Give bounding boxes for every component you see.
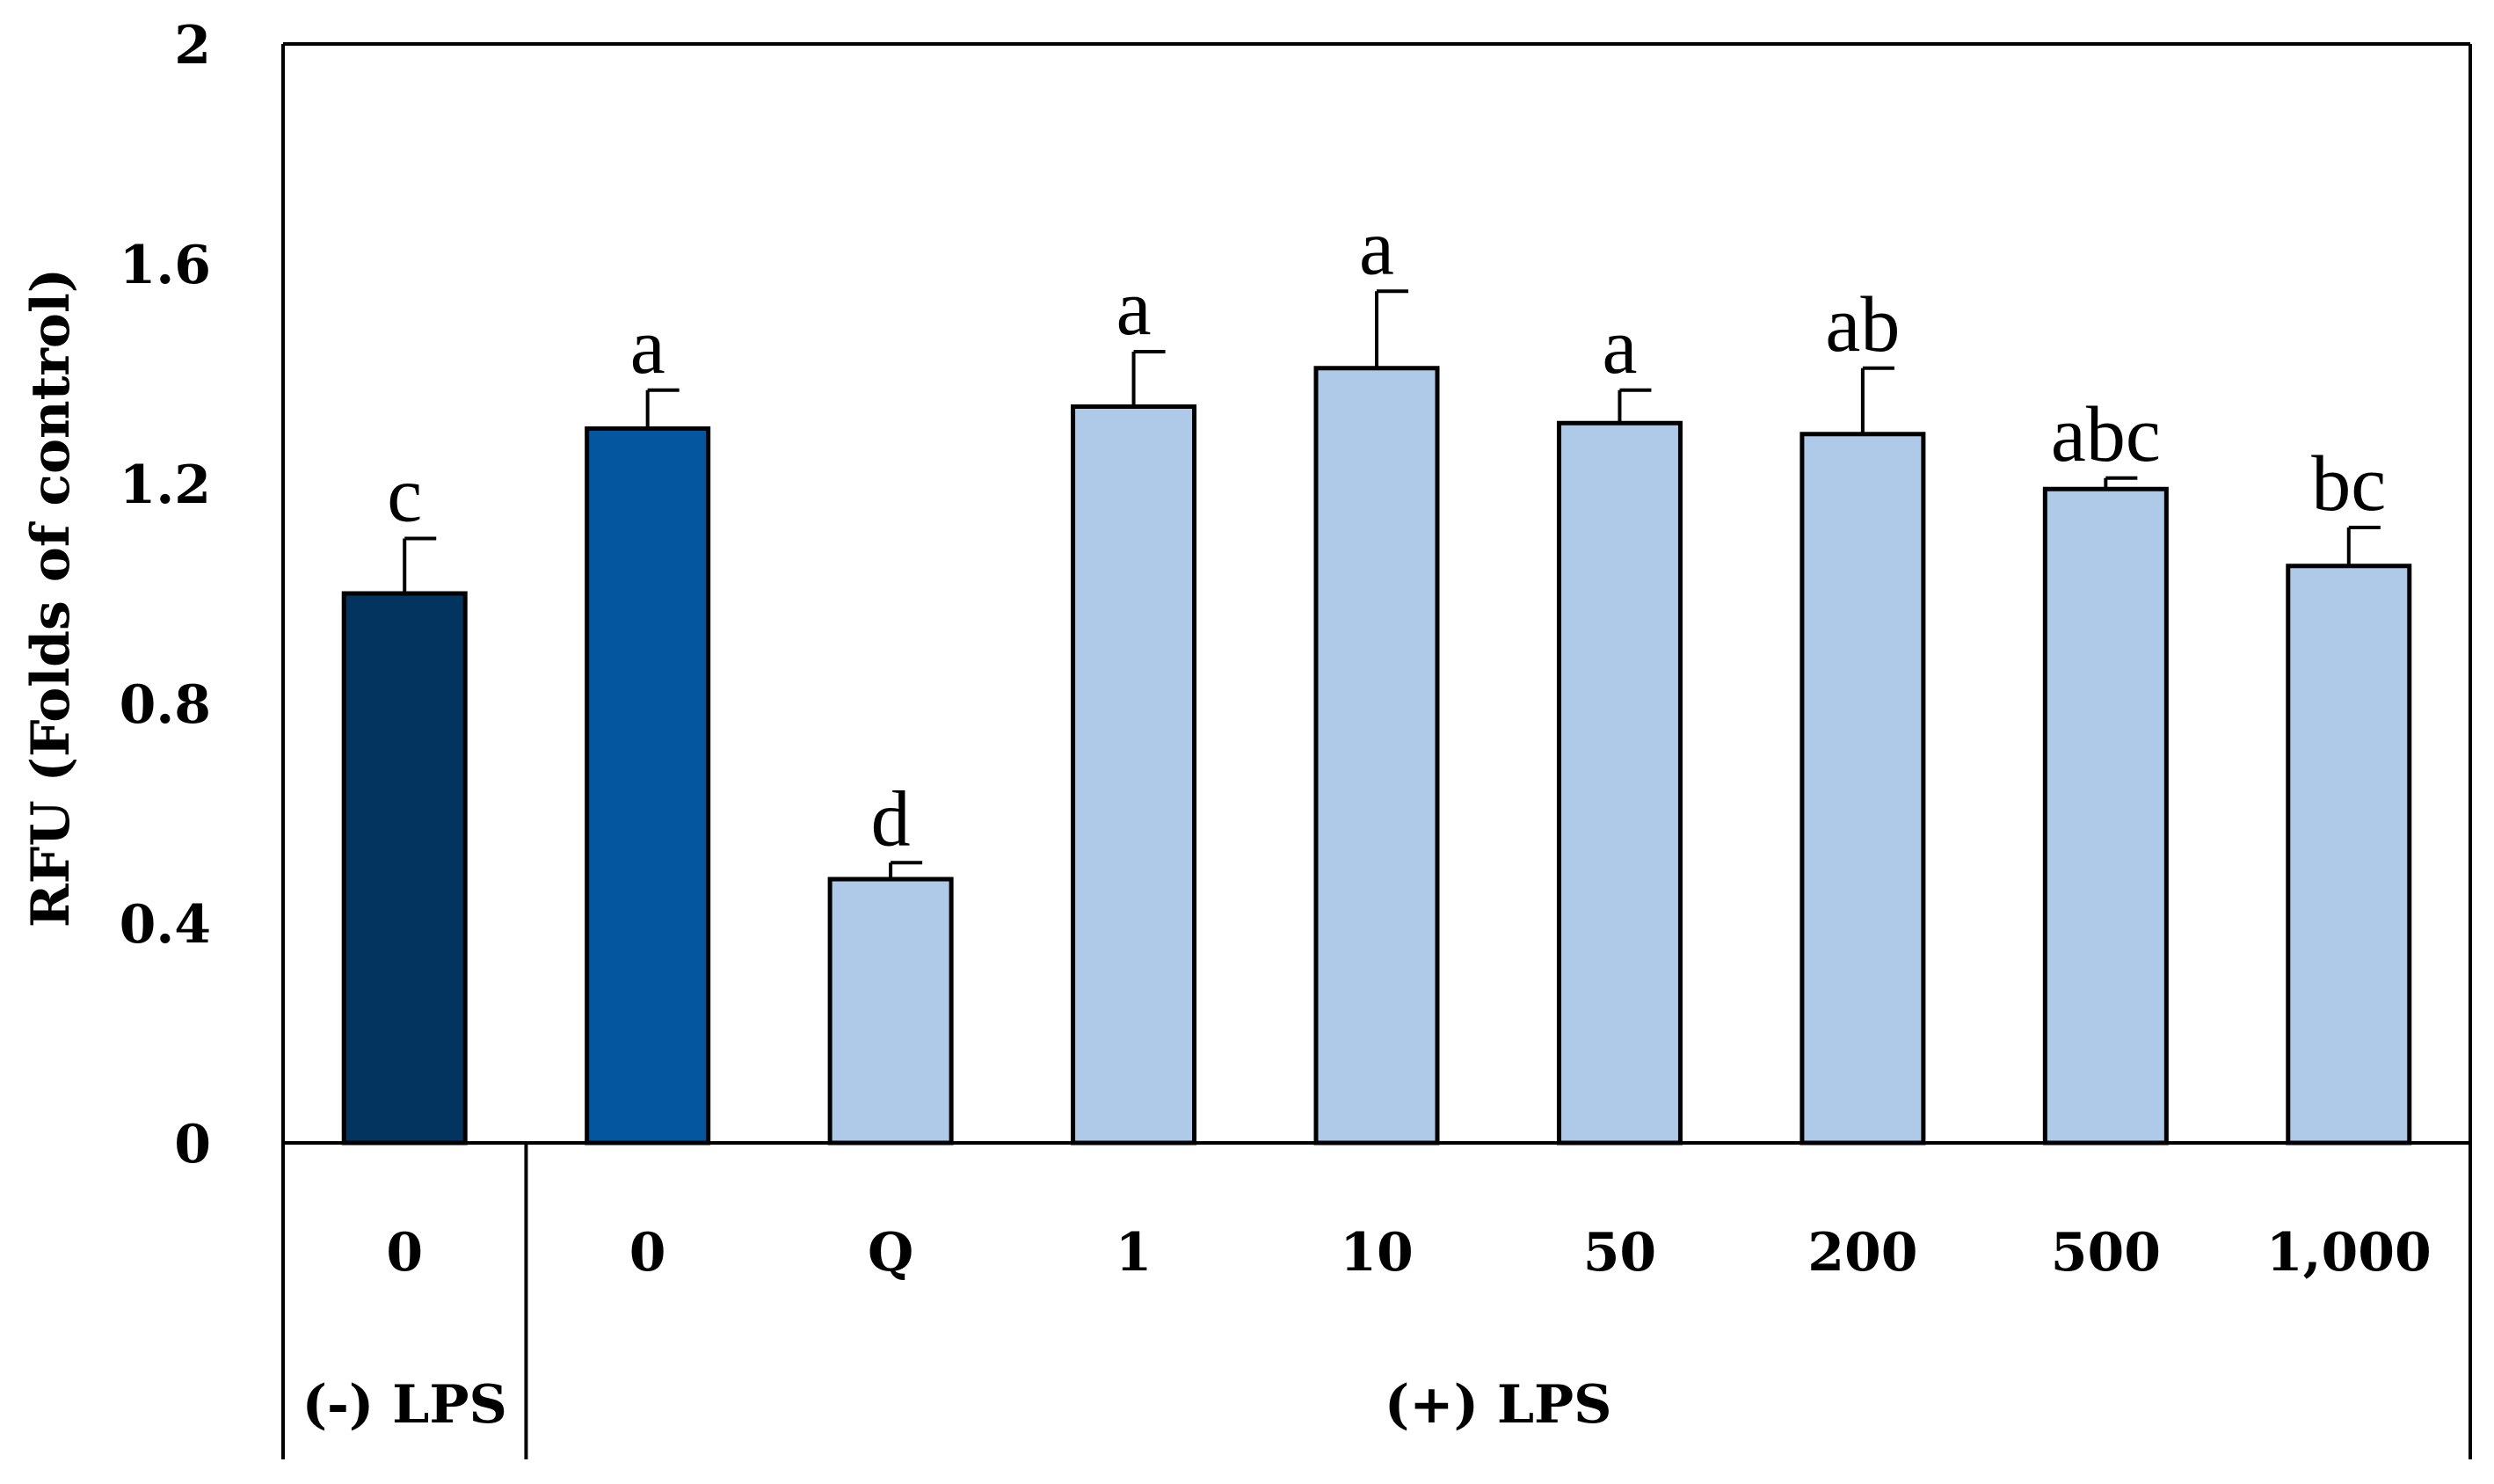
x-axis: 0 0 Q 1 10 50 200 500 1,000 (-) LPS (+) LPS <box>283 1141 2470 1459</box>
significance-letter: a <box>1602 303 1637 390</box>
y-tick-label: 0.4 <box>120 894 211 956</box>
x-tick-label: 1 <box>1116 1222 1152 1284</box>
x-tick-label: 0 <box>386 1222 423 1284</box>
significance-letter: c <box>387 452 422 539</box>
significance-letter: a <box>1116 265 1152 352</box>
x-tick-label: 50 <box>1583 1222 1657 1284</box>
bar <box>1071 404 1197 1146</box>
bar <box>341 591 468 1146</box>
significance-letter: d <box>871 775 911 862</box>
x-tick-label: 200 <box>1807 1222 1917 1284</box>
x-tick-label: 10 <box>1340 1222 1414 1284</box>
x-tick-label: 0 <box>629 1222 666 1284</box>
group-label: (+) LPS <box>1385 1374 1612 1436</box>
bar <box>585 426 711 1146</box>
significance-letter: bc <box>2311 440 2386 527</box>
bar <box>2286 564 2412 1146</box>
significance-letter: a <box>630 303 665 390</box>
y-tick-label: 1.2 <box>120 455 211 516</box>
bar <box>1800 432 1926 1146</box>
bar <box>2042 486 2169 1146</box>
x-tick-label: 500 <box>2051 1222 2161 1284</box>
y-tick-label: 1.6 <box>120 235 211 296</box>
y-tick-label: 0 <box>174 1114 211 1175</box>
significance-letter: abc <box>2051 391 2161 478</box>
bar <box>1556 420 1683 1146</box>
group-label: (-) LPS <box>302 1374 507 1436</box>
bars: c a d a a a ab abc bc <box>341 204 2412 1146</box>
y-tick-label: 2 <box>174 15 211 76</box>
significance-letter: a <box>1359 204 1394 291</box>
bar <box>1313 366 1440 1146</box>
x-tick-label: 1,000 <box>2266 1222 2432 1284</box>
x-tick-label: Q <box>868 1222 913 1284</box>
y-axis: 0 0.4 0.8 1.2 1.6 2 <box>120 15 2472 1459</box>
y-tick-label: 0.8 <box>120 674 211 736</box>
bar <box>827 877 954 1146</box>
significance-letter: ab <box>1825 281 1900 368</box>
y-axis-label: RFU (Folds of control) <box>20 268 82 928</box>
